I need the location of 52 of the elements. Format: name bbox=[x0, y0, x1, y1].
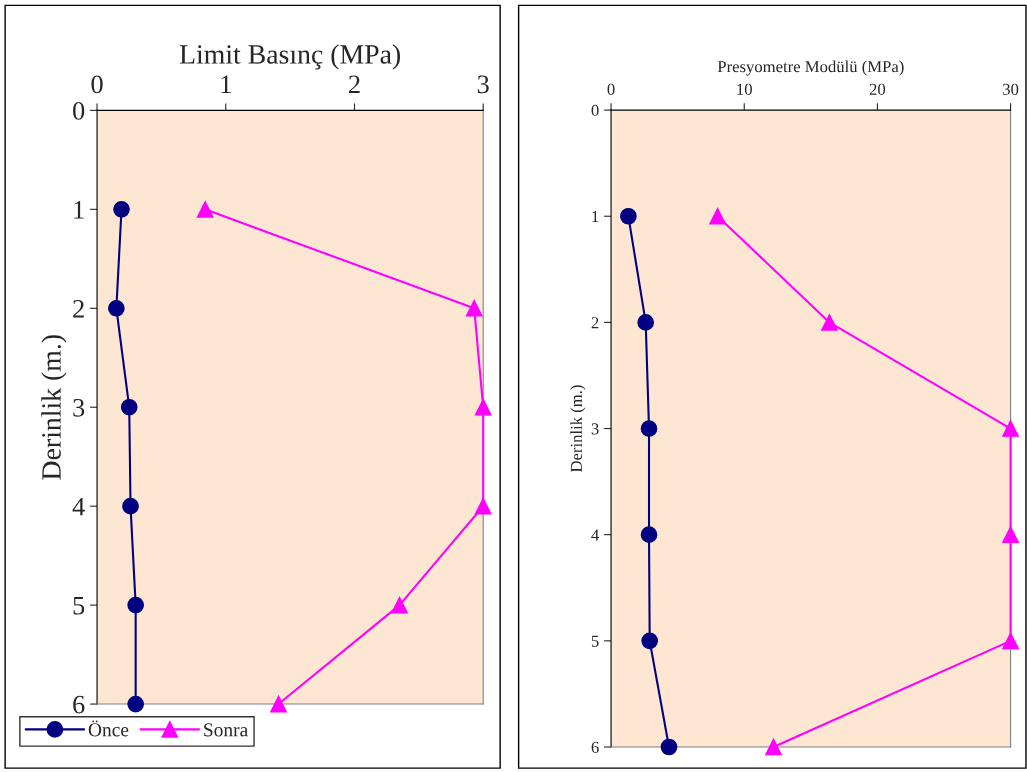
x-axis-title: Presyometre Modülü (MPa) bbox=[717, 60, 904, 76]
point bbox=[637, 314, 655, 331]
y-tick-label: 4 bbox=[72, 497, 85, 516]
point bbox=[196, 201, 214, 218]
y-tick-label: 0 bbox=[591, 104, 599, 117]
point bbox=[122, 497, 139, 515]
y-tick-label: 3 bbox=[591, 423, 599, 435]
x-tick-label: 3 bbox=[477, 75, 489, 94]
y-tick-label: 0 bbox=[73, 102, 85, 120]
point bbox=[108, 299, 125, 317]
point bbox=[640, 420, 658, 437]
point bbox=[391, 596, 408, 614]
point bbox=[270, 695, 287, 713]
point bbox=[474, 398, 492, 416]
y-tick-label: 6 bbox=[591, 741, 599, 753]
y-tick-label: 1 bbox=[74, 201, 84, 219]
y-tick-label: 5 bbox=[73, 596, 85, 615]
point bbox=[1002, 526, 1019, 544]
point bbox=[113, 201, 130, 218]
point bbox=[127, 596, 145, 614]
point bbox=[474, 497, 492, 515]
point bbox=[620, 207, 637, 225]
x-tick-label: 20 bbox=[869, 83, 886, 95]
legend-label: Sonra bbox=[204, 723, 248, 737]
legend-label: Önce bbox=[88, 720, 129, 737]
y-axis-title: Derinlik (m.) bbox=[41, 335, 67, 480]
point bbox=[127, 695, 145, 713]
x-tick-label: 1 bbox=[221, 75, 231, 93]
y-tick-label: 4 bbox=[591, 529, 599, 541]
x-tick-label: 2 bbox=[349, 75, 360, 93]
point bbox=[640, 526, 658, 544]
y-tick-label: 3 bbox=[73, 398, 85, 417]
x-axis-title: Limit Basınç (MPa) bbox=[179, 44, 400, 70]
point bbox=[641, 632, 659, 650]
point bbox=[1002, 420, 1019, 437]
point bbox=[821, 314, 838, 331]
y-tick-label: 2 bbox=[591, 317, 599, 329]
point bbox=[660, 738, 678, 756]
point bbox=[465, 299, 483, 317]
point bbox=[120, 398, 138, 416]
point bbox=[709, 207, 726, 225]
x-tick-label: 0 bbox=[91, 75, 103, 94]
y-tick-label: 1 bbox=[592, 211, 599, 223]
y-axis-title: Derinlik (m.) bbox=[570, 385, 586, 473]
point bbox=[765, 738, 782, 756]
x-tick-label: 0 bbox=[607, 83, 615, 95]
x-tick-label: 10 bbox=[737, 83, 752, 95]
y-tick-label: 2 bbox=[73, 299, 84, 318]
point bbox=[1002, 632, 1019, 650]
x-tick-label: 30 bbox=[1003, 83, 1019, 95]
y-tick-label: 5 bbox=[591, 635, 599, 647]
y-tick-label: 6 bbox=[73, 695, 85, 714]
